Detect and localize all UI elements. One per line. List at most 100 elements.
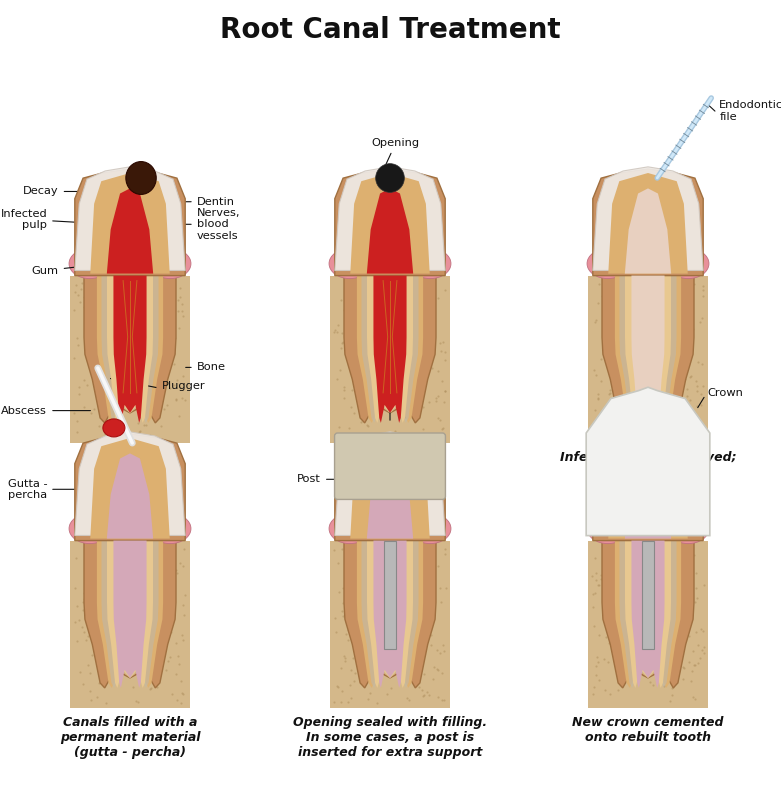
Polygon shape bbox=[619, 276, 676, 423]
Polygon shape bbox=[615, 276, 681, 423]
Polygon shape bbox=[75, 167, 185, 270]
Bar bbox=[384, 541, 396, 649]
Polygon shape bbox=[75, 432, 185, 536]
Bar bbox=[642, 541, 654, 649]
Polygon shape bbox=[619, 541, 676, 688]
Polygon shape bbox=[102, 541, 159, 688]
Polygon shape bbox=[625, 541, 671, 688]
Text: Opening made
in tooth: Opening made in tooth bbox=[339, 451, 441, 479]
Polygon shape bbox=[344, 541, 436, 688]
Polygon shape bbox=[107, 188, 153, 273]
Text: New crown cemented
onto rebuilt tooth: New crown cemented onto rebuilt tooth bbox=[572, 716, 724, 744]
Text: Endodontic
file: Endodontic file bbox=[719, 100, 781, 122]
Polygon shape bbox=[344, 276, 436, 423]
Polygon shape bbox=[70, 541, 190, 708]
Ellipse shape bbox=[587, 248, 629, 279]
Ellipse shape bbox=[409, 248, 451, 279]
Ellipse shape bbox=[376, 164, 405, 192]
Polygon shape bbox=[362, 541, 419, 688]
Polygon shape bbox=[70, 276, 190, 443]
Polygon shape bbox=[102, 276, 159, 423]
Text: Root Canal Treatment: Root Canal Treatment bbox=[219, 16, 560, 44]
Text: Infected
pulp: Infected pulp bbox=[1, 209, 110, 230]
Polygon shape bbox=[84, 541, 176, 688]
Polygon shape bbox=[335, 434, 445, 541]
Text: Infected tooth: Infected tooth bbox=[80, 451, 180, 464]
Ellipse shape bbox=[668, 514, 709, 544]
Ellipse shape bbox=[149, 248, 191, 279]
Polygon shape bbox=[608, 438, 688, 539]
Polygon shape bbox=[373, 276, 407, 423]
Polygon shape bbox=[350, 173, 430, 273]
Text: Nerves,
blood
vessels: Nerves, blood vessels bbox=[149, 208, 241, 241]
Polygon shape bbox=[91, 173, 169, 273]
Ellipse shape bbox=[409, 514, 451, 544]
Polygon shape bbox=[357, 276, 423, 423]
Polygon shape bbox=[608, 173, 688, 273]
Text: Canals filled with a
permanent material
(gutta - percha): Canals filled with a permanent material … bbox=[60, 716, 200, 759]
Text: Bone: Bone bbox=[186, 362, 226, 373]
Ellipse shape bbox=[668, 248, 709, 279]
Text: Gutta -
percha: Gutta - percha bbox=[8, 478, 116, 500]
Polygon shape bbox=[625, 276, 671, 423]
Ellipse shape bbox=[69, 514, 110, 544]
Polygon shape bbox=[593, 169, 703, 276]
Polygon shape bbox=[625, 188, 671, 273]
Polygon shape bbox=[84, 276, 176, 423]
Text: Gum: Gum bbox=[32, 266, 86, 276]
Polygon shape bbox=[367, 453, 413, 539]
Polygon shape bbox=[367, 276, 413, 423]
Text: Opening sealed with filling.
In some cases, a post is
inserted for extra support: Opening sealed with filling. In some cas… bbox=[293, 716, 487, 759]
Ellipse shape bbox=[149, 514, 191, 544]
Polygon shape bbox=[632, 541, 665, 688]
Polygon shape bbox=[593, 434, 703, 541]
Polygon shape bbox=[632, 276, 665, 423]
Ellipse shape bbox=[329, 514, 370, 544]
Polygon shape bbox=[113, 541, 147, 688]
Polygon shape bbox=[75, 434, 185, 541]
Polygon shape bbox=[335, 432, 445, 536]
Text: Opening: Opening bbox=[372, 138, 420, 165]
Polygon shape bbox=[350, 438, 430, 539]
Polygon shape bbox=[91, 438, 169, 539]
Polygon shape bbox=[373, 541, 407, 688]
Polygon shape bbox=[588, 276, 708, 443]
Polygon shape bbox=[602, 541, 694, 688]
Text: Post: Post bbox=[297, 474, 379, 485]
Polygon shape bbox=[588, 541, 708, 708]
Polygon shape bbox=[593, 167, 703, 270]
Polygon shape bbox=[330, 541, 450, 708]
Polygon shape bbox=[593, 432, 703, 536]
Polygon shape bbox=[362, 276, 419, 423]
Text: Plugger: Plugger bbox=[162, 381, 206, 391]
Ellipse shape bbox=[126, 162, 156, 195]
Polygon shape bbox=[335, 169, 445, 276]
Polygon shape bbox=[367, 188, 413, 273]
Polygon shape bbox=[107, 541, 153, 688]
Text: Infected tissue removed;
Canals cleaned: Infected tissue removed; Canals cleaned bbox=[560, 451, 736, 479]
Polygon shape bbox=[330, 276, 450, 443]
Polygon shape bbox=[107, 276, 153, 423]
Ellipse shape bbox=[329, 248, 370, 279]
Polygon shape bbox=[335, 167, 445, 270]
Polygon shape bbox=[97, 276, 163, 423]
Text: Crown: Crown bbox=[708, 388, 744, 398]
Text: Dentin: Dentin bbox=[184, 197, 235, 206]
Ellipse shape bbox=[69, 248, 110, 279]
Polygon shape bbox=[75, 169, 185, 276]
Polygon shape bbox=[113, 276, 147, 423]
Polygon shape bbox=[602, 276, 694, 423]
Polygon shape bbox=[587, 387, 710, 536]
Polygon shape bbox=[357, 541, 423, 688]
Polygon shape bbox=[367, 541, 413, 688]
FancyBboxPatch shape bbox=[334, 433, 445, 500]
Polygon shape bbox=[625, 453, 671, 539]
Text: Abscess: Abscess bbox=[2, 406, 91, 415]
Ellipse shape bbox=[587, 514, 629, 544]
Text: Decay: Decay bbox=[23, 187, 144, 196]
Text: Filling: Filling bbox=[373, 398, 407, 408]
Polygon shape bbox=[615, 541, 681, 688]
Polygon shape bbox=[107, 453, 153, 539]
Ellipse shape bbox=[103, 419, 125, 437]
Polygon shape bbox=[97, 541, 163, 688]
